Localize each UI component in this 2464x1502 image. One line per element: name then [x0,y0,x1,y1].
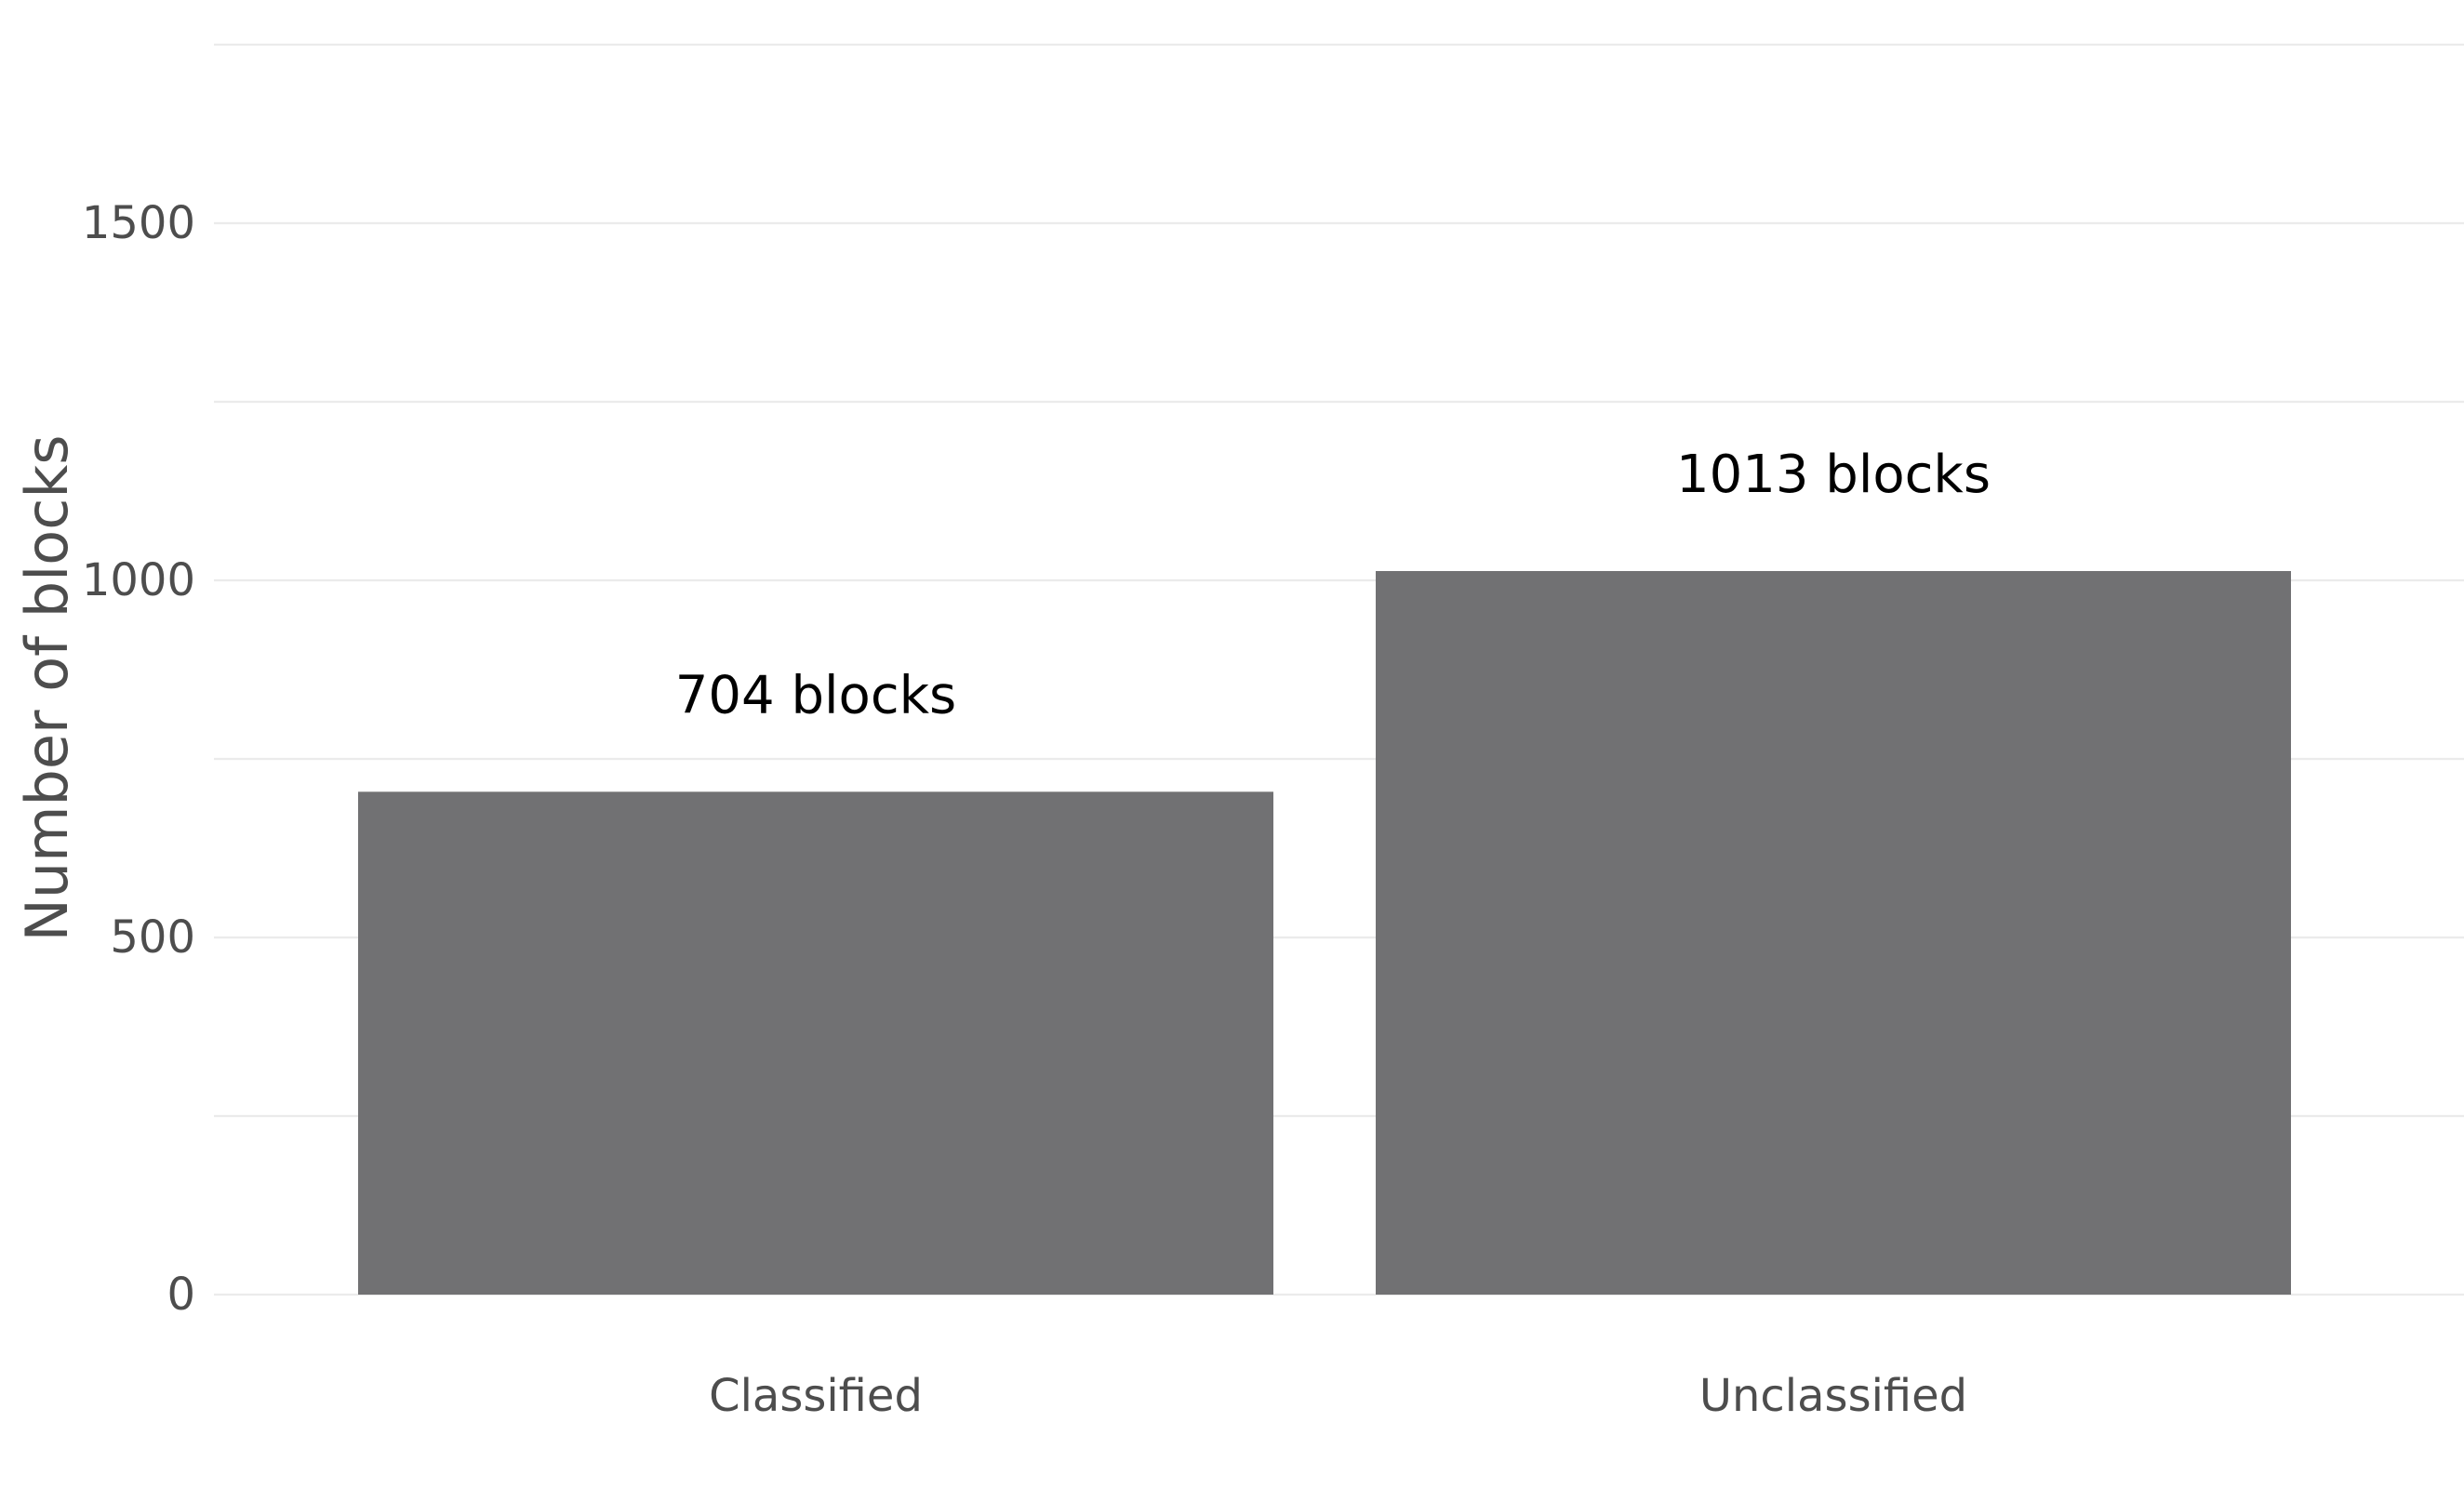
bars-group [358,571,2291,1295]
data-label: 704 blocks [675,665,956,725]
x-tick-label: Classified [709,1370,923,1422]
data-label: 1013 blocks [1676,445,1991,505]
data-labels-group: 704 blocks 1013 blocks [675,445,1991,725]
y-tick-label: 1000 [82,554,195,606]
y-tick-label: 1500 [82,197,195,249]
y-axis-title: Number of blocks [13,434,81,941]
x-axis-tick-labels: Classified Unclassified [709,1370,1967,1422]
y-tick-label: 500 [110,911,195,964]
y-tick-label: 0 [166,1269,195,1321]
x-tick-label: Unclassified [1699,1370,1967,1422]
bar-unclassified [1376,571,2291,1295]
bar-classified [358,791,1273,1295]
y-axis-tick-labels: 0 500 1000 1500 [82,197,195,1321]
